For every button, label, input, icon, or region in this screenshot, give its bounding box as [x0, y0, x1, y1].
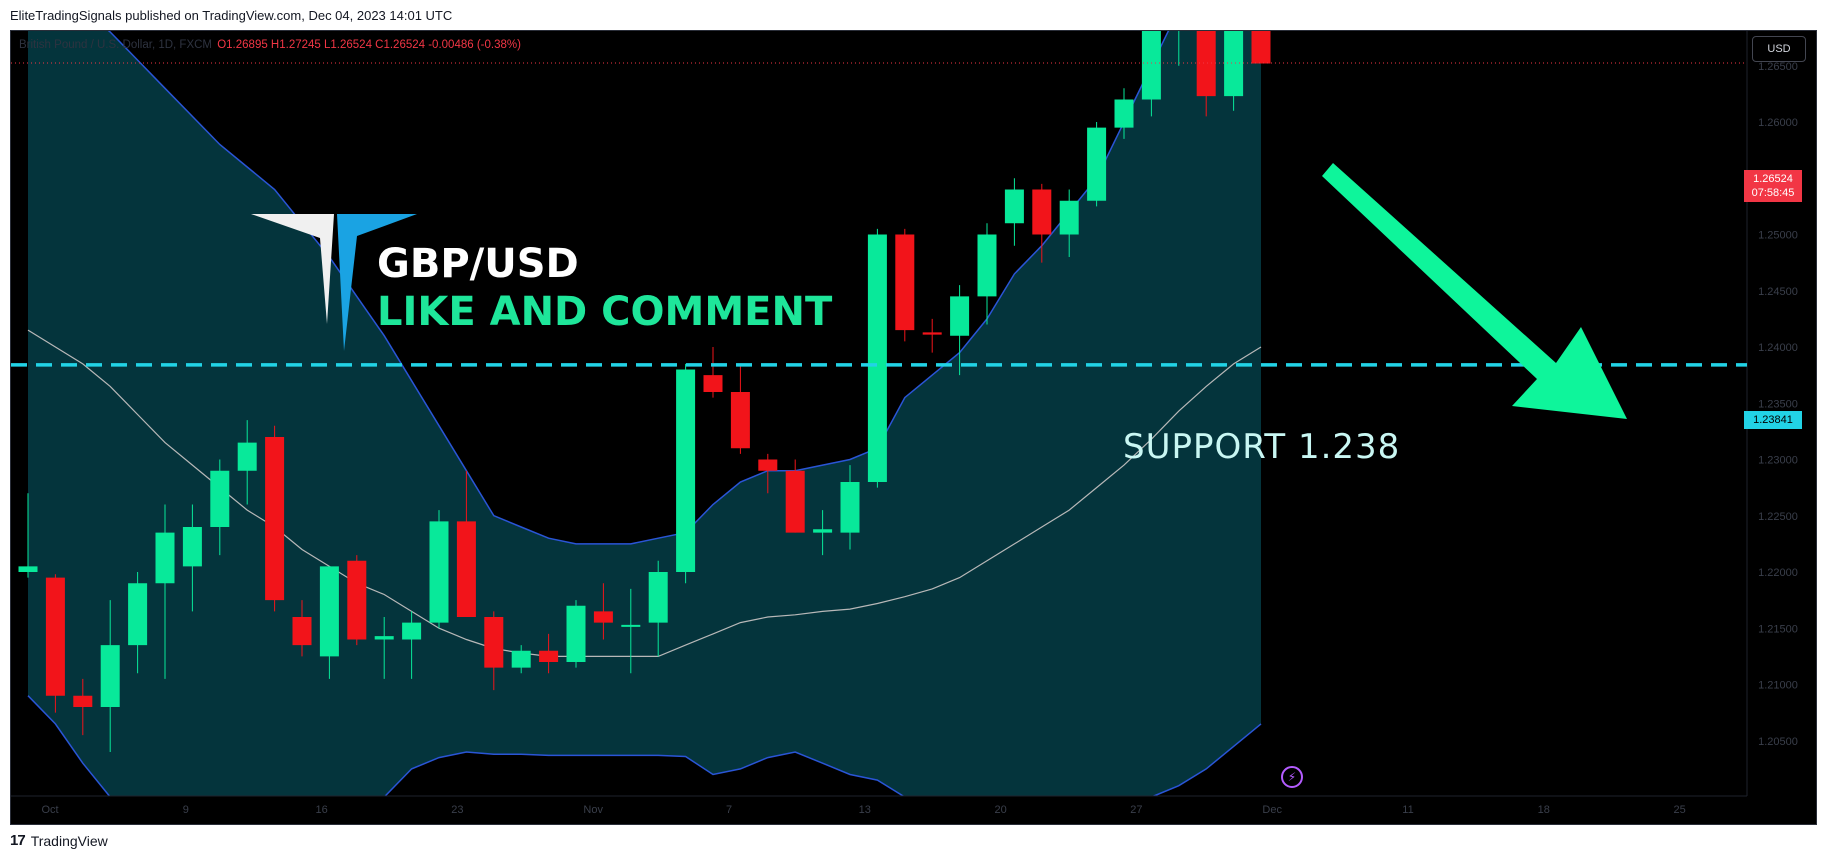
price-axis-label: 1.25000	[1758, 230, 1798, 242]
time-axis-label: 25	[1673, 804, 1685, 816]
candle-body	[1032, 189, 1052, 235]
price-axis-label: 1.24000	[1758, 342, 1798, 354]
time-axis-label: Oct	[41, 804, 58, 816]
candle-body	[676, 369, 696, 572]
last-price-value: 1.26524	[1753, 173, 1793, 185]
time-axis-label: 18	[1538, 804, 1550, 816]
candle-body	[128, 583, 148, 646]
currency-button[interactable]: USD	[1752, 36, 1806, 62]
candle-body	[1196, 31, 1216, 97]
candle-body	[867, 234, 887, 482]
brand-logo-icon	[251, 214, 334, 324]
time-axis	[11, 796, 1816, 824]
candle-body	[511, 650, 531, 668]
candle-body	[566, 605, 586, 662]
candle-body	[237, 442, 257, 471]
candle-body	[73, 695, 93, 707]
candle-body	[374, 636, 394, 640]
price-axis-label: 1.23500	[1758, 398, 1798, 410]
price-chart[interactable]: 1.20500 1.21000 1.21500 1.22000 1.22500 1.230…	[11, 31, 1816, 824]
bollinger-lower-line	[27, 695, 1262, 824]
candle-body	[265, 437, 285, 601]
chart-panel[interactable]: 1.20500 1.21000 1.21500 1.22000 1.22500 1.230…	[10, 30, 1817, 825]
price-axis-label: 1.21000	[1758, 680, 1798, 692]
support-label: SUPPORT 1.238	[1123, 427, 1401, 467]
candle-body	[1224, 31, 1244, 97]
candle-body	[45, 577, 65, 696]
time-axis-label: 23	[451, 804, 463, 816]
candle-body	[1251, 31, 1271, 64]
candle-body	[402, 622, 422, 640]
time-axis-label: 20	[994, 804, 1006, 816]
candle-body	[758, 459, 778, 471]
candle-body	[292, 617, 312, 646]
candle-body	[539, 650, 559, 662]
price-axis-label: 1.26500	[1758, 61, 1798, 73]
time-axis-label: 9	[183, 804, 189, 816]
candle-body	[347, 560, 367, 640]
candle-body	[1141, 31, 1161, 100]
candle-body	[456, 521, 476, 617]
price-axis-label: 1.23000	[1758, 455, 1798, 467]
price-axis-label: 1.21500	[1758, 623, 1798, 635]
price-axis-label: 1.22500	[1758, 511, 1798, 523]
footer-brand: TradingView	[30, 832, 108, 849]
support-price-tag: 1.23841	[1744, 411, 1802, 429]
symbol-name: British Pound / U.S. Dollar, 1D, FXCM	[19, 39, 213, 51]
price-axis-label: 1.20500	[1758, 736, 1798, 748]
brand-logo-icon-accent	[337, 214, 417, 351]
candle-body	[730, 392, 750, 449]
candle-body	[785, 470, 805, 533]
overlay-cta: LIKE AND COMMENT	[377, 289, 833, 335]
candle-body	[593, 611, 613, 623]
down-arrow-icon	[1322, 163, 1627, 419]
overlay-title: GBP/USD	[377, 241, 579, 287]
candle-body	[621, 624, 641, 627]
lightning-icon[interactable]: ⚡	[1281, 766, 1303, 788]
candle-body	[319, 566, 339, 657]
candle-body	[840, 482, 860, 533]
candle-body	[484, 617, 504, 668]
time-axis-label: 13	[859, 804, 871, 816]
symbol-info: British Pound / U.S. Dollar, 1D, FXCM O1…	[19, 39, 521, 51]
publisher-line: EliteTradingSignals published on Trading…	[10, 8, 453, 23]
bollinger-middle-line	[27, 329, 1262, 657]
candle-body	[922, 332, 942, 335]
bar-countdown: 07:58:45	[1751, 187, 1795, 199]
candle-body	[977, 234, 997, 297]
candle-body	[18, 566, 38, 572]
time-axis-label: 7	[726, 804, 732, 816]
candle-body	[210, 470, 230, 527]
time-axis-label: Nov	[583, 804, 603, 816]
candle-body	[1004, 189, 1024, 224]
ohlc-values: O1.26895 H1.27245 L1.26524 C1.26524 -0.0…	[217, 39, 521, 51]
last-price-tag: 1.26524 07:58:45	[1744, 170, 1802, 202]
candle-body	[429, 521, 449, 623]
time-axis-label: Dec	[1262, 804, 1282, 816]
candle-body	[703, 375, 723, 392]
bollinger-upper-line	[107, 31, 1170, 545]
candle-body	[950, 296, 970, 336]
footer: 17 TradingView	[10, 832, 108, 849]
candle-body	[100, 645, 120, 707]
candle-body	[895, 234, 915, 331]
time-axis-label: 27	[1130, 804, 1142, 816]
candle-body	[155, 532, 175, 584]
candle-body	[648, 572, 668, 623]
price-axis-label: 1.24500	[1758, 286, 1798, 298]
time-axis-label: 11	[1402, 804, 1413, 816]
bollinger-band-fill	[28, 31, 1261, 824]
candle-body	[813, 529, 833, 533]
candle-body	[1087, 127, 1107, 201]
tradingview-logo-icon: 17	[10, 832, 26, 849]
candle-body	[1059, 200, 1079, 235]
time-axis-label: 16	[315, 804, 327, 816]
price-axis-label: 1.22000	[1758, 567, 1798, 579]
candle-body	[1114, 99, 1134, 128]
candle-body	[182, 527, 202, 567]
price-axis-label: 1.26000	[1758, 117, 1798, 129]
